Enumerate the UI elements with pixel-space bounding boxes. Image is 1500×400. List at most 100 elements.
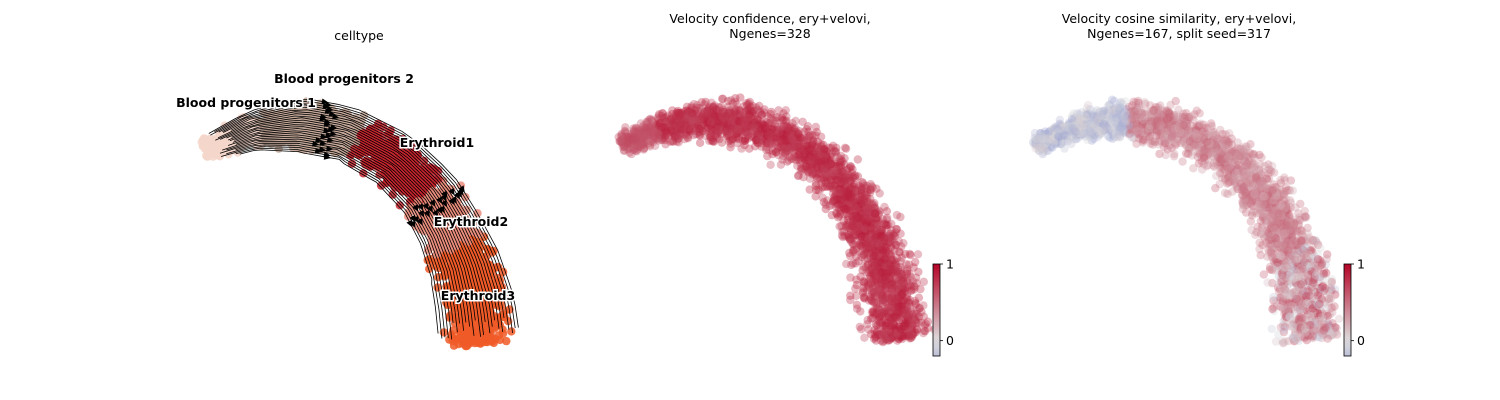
cell-point	[726, 120, 736, 130]
colorbar: 01	[932, 257, 954, 357]
cell-point	[876, 309, 885, 318]
cell-point	[705, 136, 714, 146]
cell-points	[614, 93, 939, 347]
cell-point	[885, 265, 894, 274]
cell-point	[405, 184, 414, 193]
cell-point	[876, 318, 885, 327]
panel-velocity-cosine-similarity: Velocity cosine similarity, ery+velovi, N…	[1029, 11, 1365, 357]
cell-point	[871, 239, 880, 248]
cell-point	[846, 251, 855, 261]
cell-point	[910, 283, 920, 292]
cell-point	[692, 111, 701, 120]
cell-point	[919, 277, 928, 286]
cell-point	[439, 231, 448, 241]
cell-point	[837, 221, 846, 231]
cell-point	[837, 167, 846, 176]
cell-point	[502, 336, 511, 346]
cell-point	[892, 210, 902, 220]
cell-point	[756, 124, 765, 134]
cell-point	[722, 128, 732, 137]
cell-point	[460, 324, 469, 333]
cell-point	[494, 331, 504, 340]
cell-point	[755, 101, 764, 111]
colorbar-bar	[932, 263, 941, 357]
cell-point	[811, 122, 820, 132]
cell-point	[777, 113, 786, 123]
cluster-label: Blood progenitors 2	[274, 71, 414, 86]
cell-point	[655, 110, 664, 119]
cell-point	[825, 201, 834, 211]
cell-point	[876, 224, 886, 233]
cell-point	[697, 98, 706, 107]
cell-point	[776, 136, 786, 146]
cell-point	[449, 341, 459, 350]
cell-point	[865, 292, 875, 301]
cell-point	[811, 181, 820, 190]
cell-point	[1267, 324, 1277, 334]
cell-point	[814, 151, 824, 160]
cell-point	[763, 151, 772, 161]
cell-point	[799, 173, 808, 182]
cell-point	[831, 148, 840, 157]
cell-point	[875, 189, 884, 198]
cell-point	[889, 313, 899, 322]
cell-point	[896, 257, 905, 266]
cell-point	[866, 279, 875, 288]
cell-point	[695, 124, 704, 134]
cell-point	[833, 187, 842, 196]
cell-point	[704, 105, 713, 115]
cluster-label: Erythroid2	[434, 214, 508, 229]
cell-point	[744, 113, 754, 122]
cell-point	[913, 325, 922, 334]
cell-point	[912, 306, 922, 315]
cell-point	[477, 331, 487, 341]
cell-point	[634, 127, 643, 136]
cell-point	[901, 249, 910, 259]
cell-point	[802, 141, 811, 150]
cell-point	[876, 285, 885, 294]
cell-point	[850, 180, 859, 189]
cell-point	[731, 94, 740, 103]
panel-title: celltype	[334, 28, 384, 43]
cell-point	[887, 281, 897, 291]
cell-point	[488, 315, 497, 325]
cell-point	[707, 98, 716, 107]
cell-point	[897, 242, 906, 251]
cell-point	[646, 124, 655, 133]
cell-point	[846, 273, 855, 282]
colorbar-tick-label: 0	[946, 333, 954, 348]
cell-point	[816, 132, 826, 141]
cell-point	[453, 312, 462, 322]
cell-point	[675, 132, 684, 141]
cell-point	[851, 203, 860, 212]
cell-point	[896, 325, 906, 334]
cell-point	[871, 333, 880, 342]
cell-point	[669, 120, 679, 129]
cell-point	[788, 119, 797, 128]
cell-point	[826, 169, 835, 178]
cell-point	[858, 177, 867, 187]
cell-point	[292, 98, 301, 107]
cell-point	[853, 155, 862, 164]
cell-point	[780, 145, 789, 154]
cell-point	[870, 209, 880, 218]
cell-point	[878, 246, 888, 255]
colorbar-tick-label: 1	[946, 257, 954, 272]
cell-point	[471, 335, 480, 344]
panel-title: Velocity cosine similarity, ery+velovi, N…	[1062, 11, 1296, 41]
cell-point	[814, 168, 824, 178]
cluster-label: Erythroid3	[441, 288, 515, 303]
cell-point	[616, 136, 626, 145]
panel-title: Velocity confidence, ery+velovi, Ngenes=3…	[669, 11, 870, 41]
cell-point	[848, 222, 858, 231]
cell-point	[766, 160, 775, 169]
cell-point	[683, 123, 693, 133]
cell-point	[863, 254, 872, 263]
cell-point	[723, 96, 733, 106]
cell-point	[887, 297, 896, 306]
cell-point	[820, 157, 830, 166]
cell-point	[914, 267, 923, 277]
cell-point	[300, 143, 310, 152]
cell-point	[703, 123, 713, 132]
cell-point	[713, 118, 722, 127]
